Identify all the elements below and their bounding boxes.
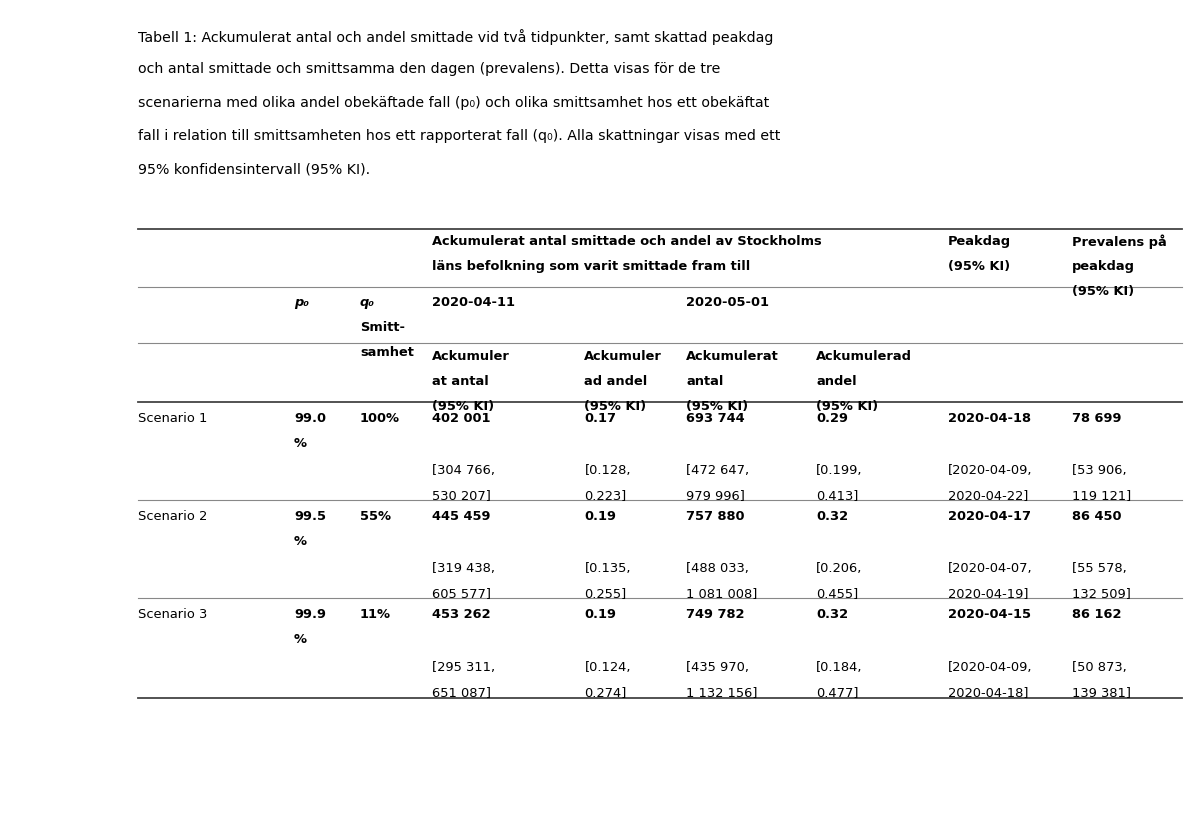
Text: 0.29: 0.29	[816, 412, 848, 426]
Text: Peakdag: Peakdag	[948, 235, 1012, 248]
Text: 55%: 55%	[360, 510, 391, 523]
Text: 757 880: 757 880	[686, 510, 745, 523]
Text: 95% konfidensintervall (95% KI).: 95% konfidensintervall (95% KI).	[138, 162, 370, 177]
Text: samhet: samhet	[360, 346, 414, 359]
Text: 2020-04-18: 2020-04-18	[948, 412, 1031, 426]
Text: antal: antal	[686, 375, 724, 388]
Text: Ackumulerat antal smittade och andel av Stockholms: Ackumulerat antal smittade och andel av …	[432, 235, 822, 248]
Text: [50 873,: [50 873,	[1072, 661, 1127, 674]
Text: 78 699: 78 699	[1072, 412, 1121, 426]
Text: Scenario 1: Scenario 1	[138, 412, 208, 426]
Text: [0.206,: [0.206,	[816, 562, 863, 576]
Text: Smitt-: Smitt-	[360, 321, 406, 334]
Text: [55 578,: [55 578,	[1072, 562, 1127, 576]
Text: [435 970,: [435 970,	[686, 661, 749, 674]
Text: [295 311,: [295 311,	[432, 661, 496, 674]
Text: at antal: at antal	[432, 375, 488, 388]
Text: andel: andel	[816, 375, 857, 388]
Text: och antal smittade och smittsamma den dagen (prevalens). Detta visas för de tre: och antal smittade och smittsamma den da…	[138, 62, 720, 77]
Text: 445 459: 445 459	[432, 510, 491, 523]
Text: 1 081 008]: 1 081 008]	[686, 587, 757, 601]
Text: 530 207]: 530 207]	[432, 489, 491, 502]
Text: 749 782: 749 782	[686, 608, 745, 621]
Text: [0.199,: [0.199,	[816, 464, 863, 477]
Text: 119 121]: 119 121]	[1072, 489, 1130, 502]
Text: 139 381]: 139 381]	[1072, 686, 1130, 699]
Text: [2020-04-09,: [2020-04-09,	[948, 464, 1032, 477]
Text: 693 744: 693 744	[686, 412, 745, 426]
Text: 2020-04-18]: 2020-04-18]	[948, 686, 1028, 699]
Text: 402 001: 402 001	[432, 412, 491, 426]
Text: 2020-04-15: 2020-04-15	[948, 608, 1031, 621]
Text: 0.413]: 0.413]	[816, 489, 858, 502]
Text: [53 906,: [53 906,	[1072, 464, 1127, 477]
Text: Scenario 2: Scenario 2	[138, 510, 208, 523]
Text: 453 262: 453 262	[432, 608, 491, 621]
Text: [0.128,: [0.128,	[584, 464, 631, 477]
Text: scenarierna med olika andel obekäftade fall (p₀) och olika smittsamhet hos ett o: scenarierna med olika andel obekäftade f…	[138, 96, 769, 110]
Text: Ackumulerad: Ackumulerad	[816, 350, 912, 363]
Text: 0.17: 0.17	[584, 412, 617, 426]
Text: 86 450: 86 450	[1072, 510, 1121, 523]
Text: 2020-05-01: 2020-05-01	[686, 296, 769, 309]
Text: (95% KI): (95% KI)	[686, 400, 749, 413]
Text: (95% KI): (95% KI)	[432, 400, 494, 413]
Text: [2020-04-09,: [2020-04-09,	[948, 661, 1032, 674]
Text: %: %	[294, 437, 307, 451]
Text: [0.124,: [0.124,	[584, 661, 631, 674]
Text: 99.9: 99.9	[294, 608, 326, 621]
Text: q₀: q₀	[360, 296, 374, 309]
Text: 11%: 11%	[360, 608, 391, 621]
Text: Ackumulerat: Ackumulerat	[686, 350, 779, 363]
Text: 0.32: 0.32	[816, 510, 848, 523]
Text: (95% KI): (95% KI)	[1072, 285, 1134, 298]
Text: %: %	[294, 535, 307, 548]
Text: Scenario 3: Scenario 3	[138, 608, 208, 621]
Text: 86 162: 86 162	[1072, 608, 1121, 621]
Text: fall i relation till smittsamheten hos ett rapporterat fall (q₀). Alla skattning: fall i relation till smittsamheten hos e…	[138, 129, 780, 143]
Text: Ackumuler: Ackumuler	[432, 350, 510, 363]
Text: 0.223]: 0.223]	[584, 489, 626, 502]
Text: 0.19: 0.19	[584, 608, 617, 621]
Text: 0.255]: 0.255]	[584, 587, 626, 601]
Text: 99.0: 99.0	[294, 412, 326, 426]
Text: 0.477]: 0.477]	[816, 686, 858, 699]
Text: (95% KI): (95% KI)	[948, 260, 1010, 273]
Text: 0.274]: 0.274]	[584, 686, 626, 699]
Text: [319 438,: [319 438,	[432, 562, 496, 576]
Text: 979 996]: 979 996]	[686, 489, 745, 502]
Text: 0.32: 0.32	[816, 608, 848, 621]
Text: [2020-04-07,: [2020-04-07,	[948, 562, 1033, 576]
Text: 0.455]: 0.455]	[816, 587, 858, 601]
Text: Tabell 1: Ackumulerat antal och andel smittade vid två tidpunkter, samt skattad : Tabell 1: Ackumulerat antal och andel sm…	[138, 29, 773, 45]
Text: p₀: p₀	[294, 296, 310, 309]
Text: [0.135,: [0.135,	[584, 562, 631, 576]
Text: 2020-04-11: 2020-04-11	[432, 296, 515, 309]
Text: Ackumuler: Ackumuler	[584, 350, 662, 363]
Text: 0.19: 0.19	[584, 510, 617, 523]
Text: (95% KI): (95% KI)	[816, 400, 878, 413]
Text: 2020-04-17: 2020-04-17	[948, 510, 1031, 523]
Text: (95% KI): (95% KI)	[584, 400, 647, 413]
Text: %: %	[294, 633, 307, 646]
Text: läns befolkning som varit smittade fram till: läns befolkning som varit smittade fram …	[432, 260, 750, 273]
Text: 605 577]: 605 577]	[432, 587, 491, 601]
Text: 651 087]: 651 087]	[432, 686, 491, 699]
Text: Prevalens på: Prevalens på	[1072, 235, 1166, 249]
Text: 1 132 156]: 1 132 156]	[686, 686, 758, 699]
Text: ad andel: ad andel	[584, 375, 648, 388]
Text: [0.184,: [0.184,	[816, 661, 863, 674]
Text: 100%: 100%	[360, 412, 400, 426]
Text: 2020-04-19]: 2020-04-19]	[948, 587, 1028, 601]
Text: peakdag: peakdag	[1072, 260, 1135, 273]
Text: [488 033,: [488 033,	[686, 562, 749, 576]
Text: 2020-04-22]: 2020-04-22]	[948, 489, 1028, 502]
Text: 99.5: 99.5	[294, 510, 326, 523]
Text: [304 766,: [304 766,	[432, 464, 496, 477]
Text: 132 509]: 132 509]	[1072, 587, 1130, 601]
Text: [472 647,: [472 647,	[686, 464, 750, 477]
